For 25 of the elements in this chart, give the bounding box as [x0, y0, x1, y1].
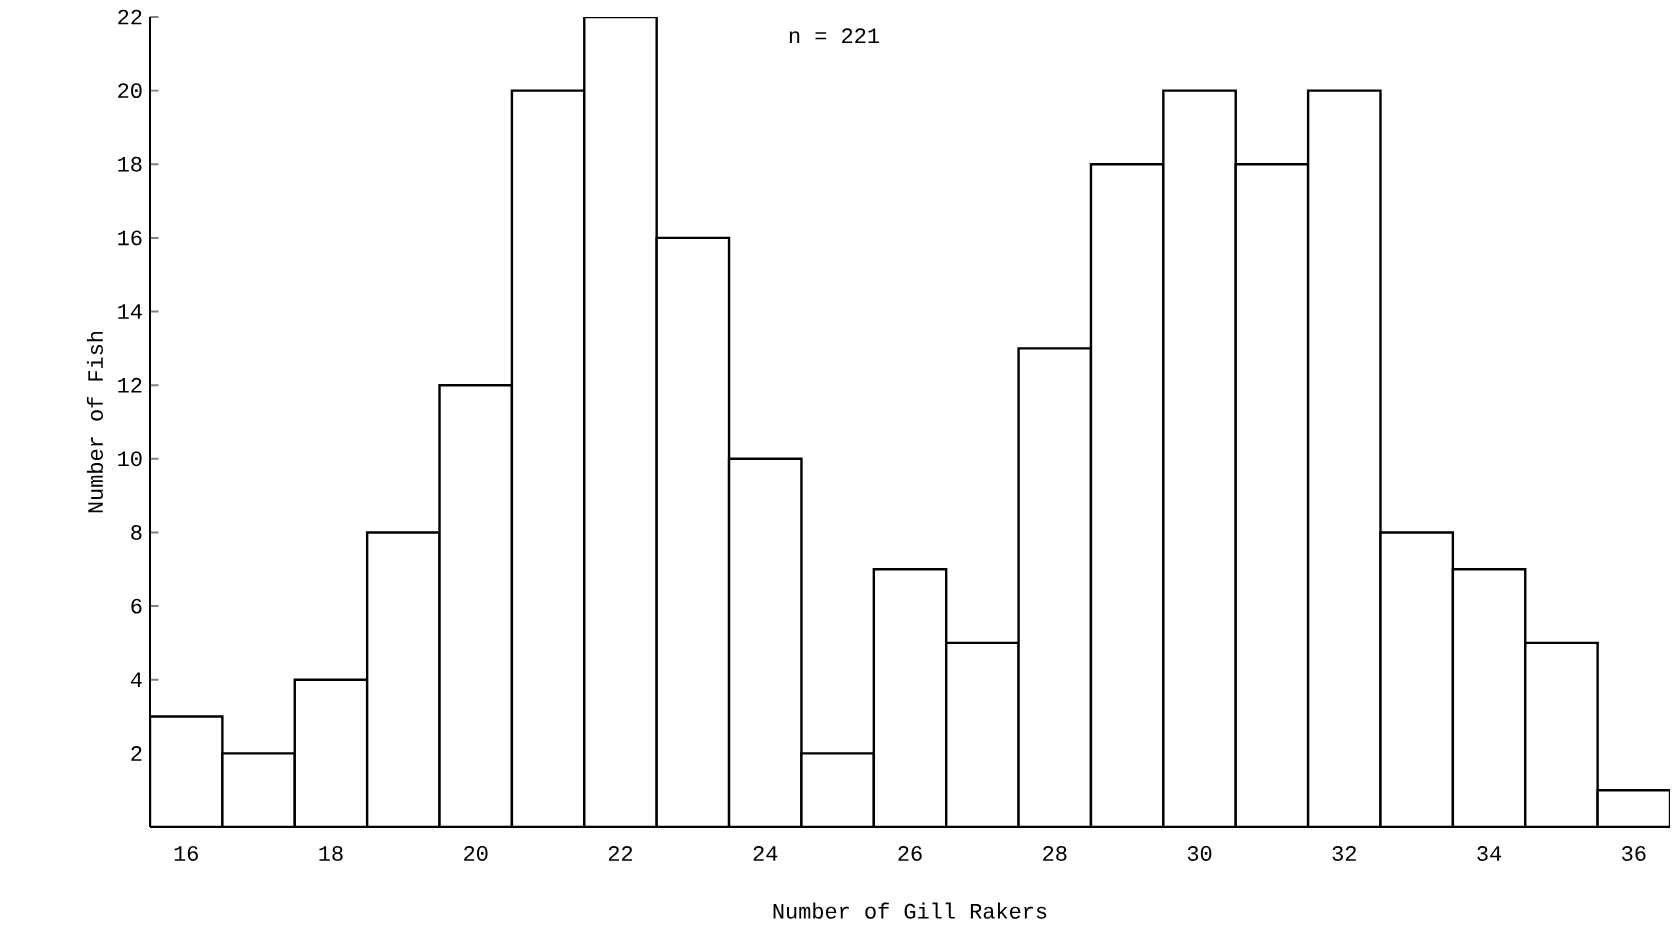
y-tick-label: 12 [118, 377, 142, 393]
x-tick-label: 32 [1332, 846, 1356, 861]
y-tick-label: 16 [118, 230, 142, 246]
x-tick-label: 28 [1043, 846, 1067, 861]
x-tick-label: 24 [753, 846, 778, 861]
y-tick-label: 4 [130, 672, 142, 687]
y-tick-label: 14 [118, 304, 142, 319]
y-tick-label: 8 [131, 525, 142, 540]
y-axis-title: Number of Fish [86, 331, 103, 513]
x-tick-label: 18 [319, 846, 343, 861]
y-tick-label: 20 [118, 83, 142, 99]
x-tick-label: 26 [898, 846, 922, 861]
y-tick-label: 2 [131, 746, 142, 761]
y-tick-label: 22 [118, 9, 142, 25]
x-tick-label: 30 [1187, 846, 1212, 861]
y-tick-label: 10 [118, 451, 142, 467]
x-tick-label: 20 [464, 846, 488, 861]
x-tick-label: 36 [1622, 846, 1646, 861]
y-tick-label: 18 [118, 156, 142, 172]
x-tick-label: 22 [608, 846, 633, 861]
x-tick-label: 34 [1477, 846, 1502, 861]
chart-title: n = 221 [789, 28, 879, 43]
x-tick-label: 16 [174, 846, 198, 861]
x-axis-title: Number of Gill Rakers [773, 902, 1047, 919]
y-tick-label: 6 [131, 598, 142, 614]
